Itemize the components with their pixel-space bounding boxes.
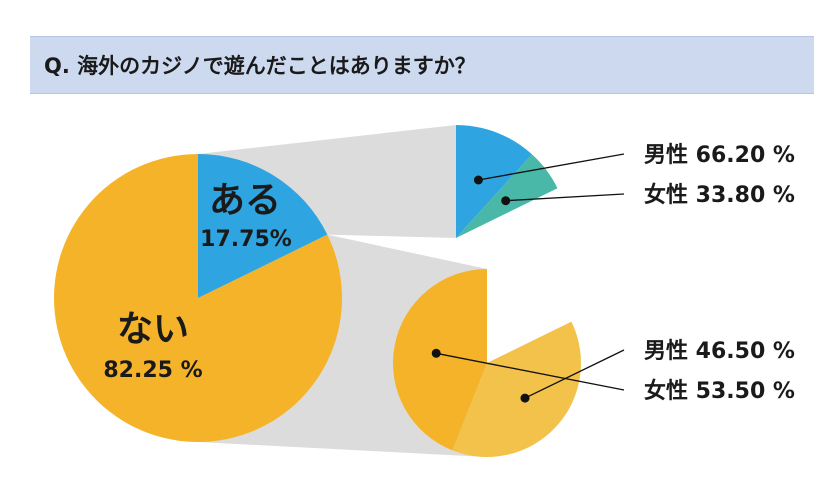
slice-yes [198,154,328,298]
callout-no-female-line [436,352,625,391]
slice-no-male [452,321,581,457]
slice-value-no: 82.25 % [103,358,202,383]
question-text: Q. 海外のカジノで遊んだことはありますか？ [44,54,476,78]
callout-yes-male-line [478,153,625,181]
legend-yes-male: 男性 66.20 % [644,143,795,168]
slice-label-yes: ある [209,180,281,221]
callout-no-male-line [524,349,625,399]
breakdown-pie-no [392,269,581,457]
connector-band-yes [198,125,456,238]
slice-no [54,154,343,442]
callout-group [431,153,625,403]
slice-value-yes: 17.75% [200,227,292,252]
slice-yes-female [456,154,558,238]
breakdown-pie-yes [456,124,558,238]
slice-no-female [392,269,487,451]
main-pie [54,154,343,442]
legend-yes-female: 女性 33.80 % [644,182,795,208]
question-header: Q. 海外のカジノで遊んだことはありますか？ [30,36,814,94]
legend-no-female: 女性 53.50 % [644,378,795,404]
slice-label-no: ない [117,309,189,350]
slice-yes-male [456,124,533,238]
legend-no-male: 男性 46.50 % [644,339,795,364]
callout-yes-female-line [505,193,625,202]
